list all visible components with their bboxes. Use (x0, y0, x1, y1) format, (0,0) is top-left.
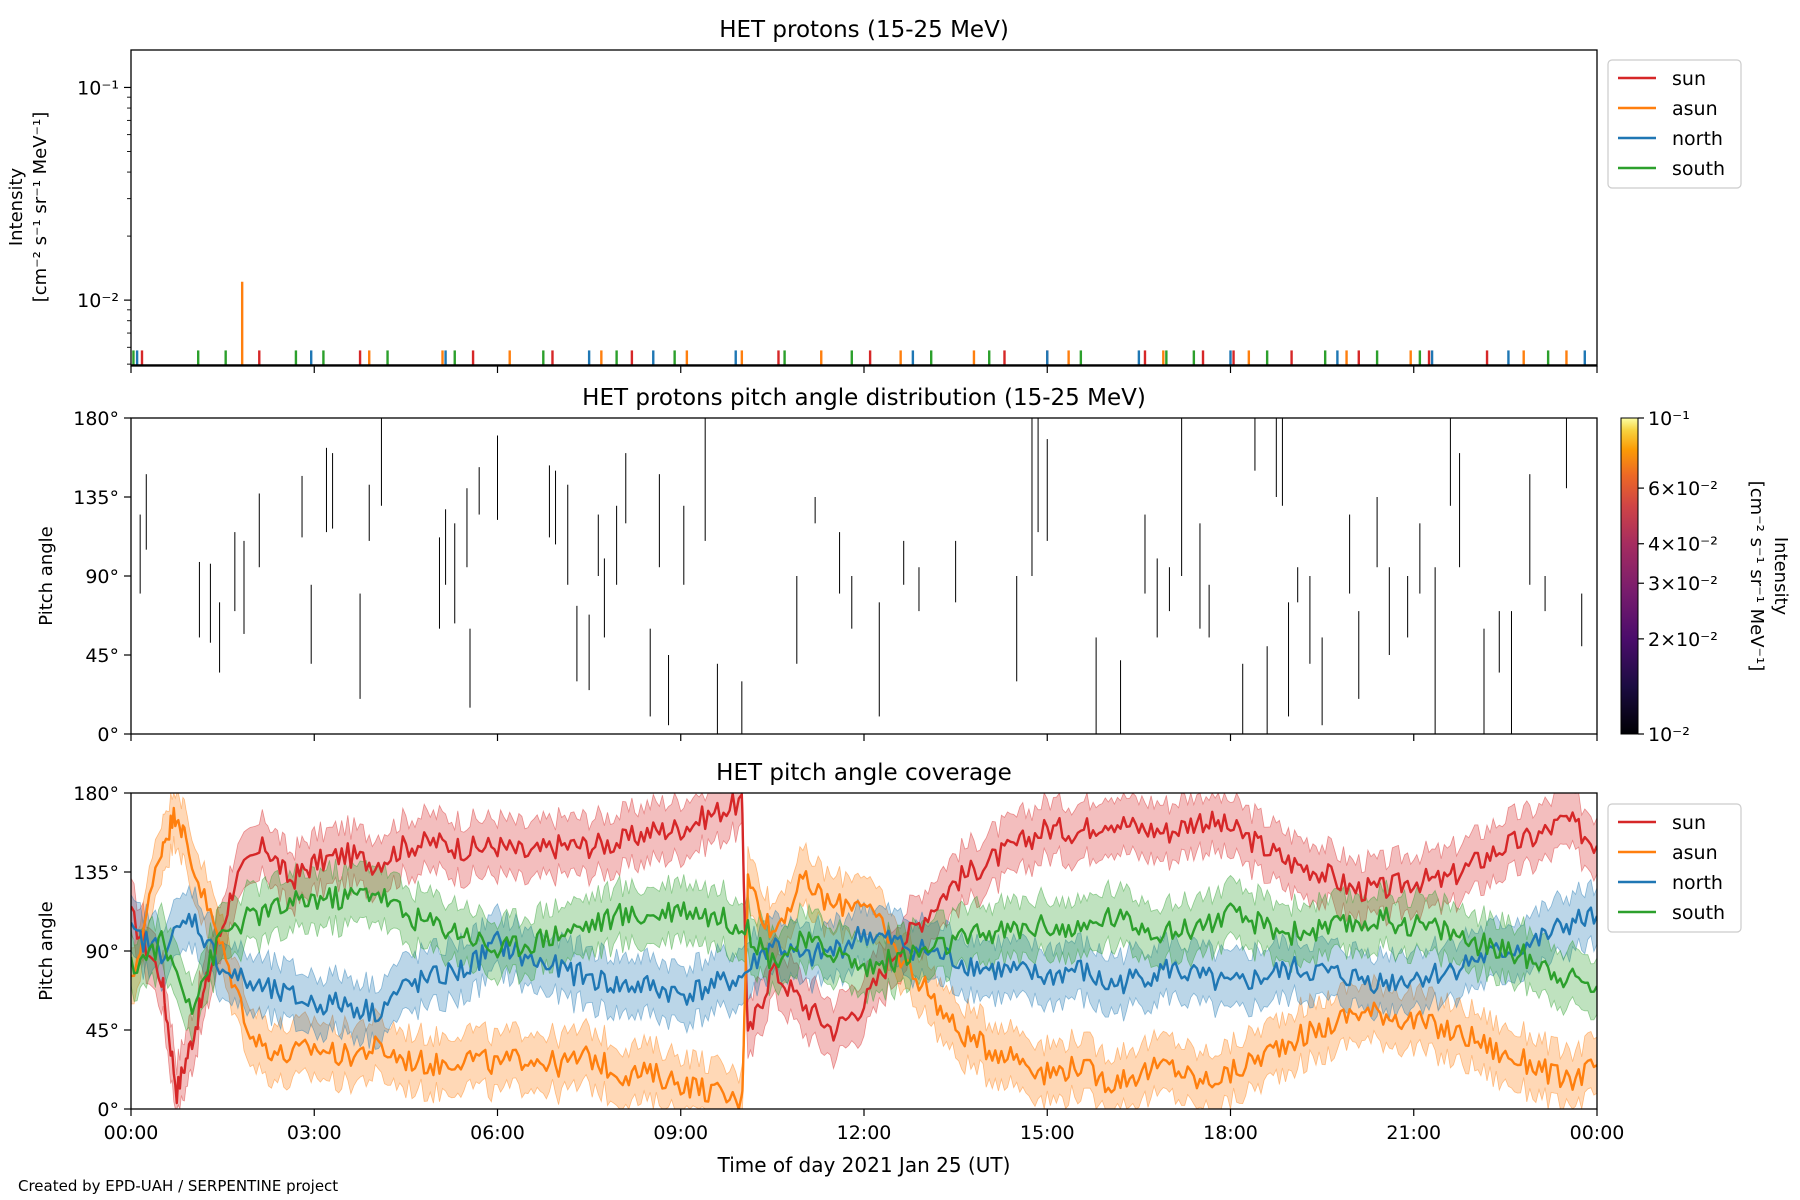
x-tick-label: 00:00 (1570, 1122, 1625, 1144)
colorbar-label: Intensity [cm⁻² s⁻¹ sr⁻¹ MeV⁻¹] (1746, 481, 1791, 672)
legend-bottom: sun asun north south (1607, 803, 1742, 933)
panel3-data (131, 793, 1597, 1109)
x-tick-label: 03:00 (287, 1122, 342, 1144)
footer-credit: Created by EPD-UAH / SERPENTINE project (18, 1177, 338, 1195)
legend-top-south-label: south (1672, 158, 1725, 180)
panel1-xticks (130, 366, 1598, 373)
x-tick-label: 18:00 (1203, 1122, 1258, 1144)
panel-intensity: HET protons (15-25 MeV) Intensity [cm⁻² … (6, 17, 1742, 373)
y-tick-label: 45° (85, 645, 119, 667)
colorbar-tick-label: 6×10⁻² (1648, 478, 1718, 500)
y-tick-label: 135° (73, 487, 119, 509)
asun-line (131, 806, 1597, 1109)
x-tick-label: 12:00 (837, 1122, 892, 1144)
legend-bottom-north-label: north (1672, 872, 1723, 894)
x-tick-label: 21:00 (1386, 1122, 1441, 1144)
panel2-frame (130, 417, 1598, 735)
panel1-title: HET protons (15-25 MeV) (719, 17, 1009, 43)
legend-bottom-south-label: south (1672, 902, 1725, 924)
x-tick-label: 00:00 (104, 1122, 159, 1144)
legend-top: sun asun north south (1607, 59, 1742, 189)
x-tick-label: 09:00 (653, 1122, 708, 1144)
panel3-title: HET pitch angle coverage (716, 760, 1012, 786)
colorbar (1620, 417, 1639, 735)
y-tick-label: 180° (73, 783, 119, 805)
y-tick-label: 135° (73, 862, 119, 884)
x-axis-label: Time of day 2021 Jan 25 (UT) (717, 1153, 1011, 1177)
y-tick-label: 10⁻¹ (77, 77, 119, 99)
y-tick-label: 10⁻² (77, 290, 119, 312)
legend-top-asun-label: asun (1672, 98, 1718, 120)
y-tick-label: 180° (73, 408, 119, 430)
colorbar-tick-label: 3×10⁻² (1648, 573, 1718, 595)
panel1-frame (130, 49, 1598, 367)
panel2-xticks (130, 734, 1598, 741)
legend-bottom-asun-label: asun (1672, 842, 1718, 864)
panel1-ylabel: Intensity [cm⁻² s⁻¹ sr⁻¹ MeV⁻¹] (6, 112, 51, 303)
panel3-ylabel: Pitch angle (36, 901, 57, 1000)
panel2-data (139, 418, 1583, 734)
panel3-xticks: 00:00 03:00 06:00 09:00 12:00 15:00 18:00 21:00… (104, 1109, 1625, 1144)
south-line (131, 885, 1597, 1015)
panel1-ylabel-line1: Intensity (6, 167, 27, 246)
panel-pitch-distribution: HET protons pitch angle distribution (15… (36, 385, 1791, 746)
y-tick-label: 0° (97, 724, 119, 746)
legend-top-north-label: north (1672, 128, 1723, 150)
panel2-ylabel: Pitch angle (36, 526, 57, 625)
panel1-ylabel-line2: [cm⁻² s⁻¹ sr⁻¹ MeV⁻¹] (30, 112, 51, 303)
y-tick-label: 45° (85, 1020, 119, 1042)
panel-pitch-coverage: HET pitch angle coverage Pitch angle 0° 4… (36, 760, 1742, 1144)
legend-top-sun-label: sun (1672, 68, 1706, 90)
colorbar-tick-label: 4×10⁻² (1648, 534, 1718, 556)
y-tick-label: 0° (97, 1099, 119, 1121)
panel2-yticks: 0° 45° 90° 135° 180° (73, 408, 131, 746)
panel2-title: HET protons pitch angle distribution (15… (582, 385, 1146, 411)
asun-band (131, 793, 1597, 1109)
north-line (131, 906, 1597, 1023)
colorbar-tick-label: 10⁻¹ (1648, 408, 1690, 430)
panel1-data (131, 281, 1597, 366)
y-tick-label: 90° (85, 941, 119, 963)
sun-band (131, 793, 1597, 1109)
panel1-yticks: 10⁻¹ 10⁻² (77, 77, 131, 365)
y-tick-label: 90° (85, 566, 119, 588)
colorbar-tick-label: 10⁻² (1648, 724, 1690, 746)
panel3-yticks: 0° 45° 90° 135° 180° (73, 783, 131, 1121)
x-tick-label: 15:00 (1020, 1122, 1075, 1144)
north-band (131, 878, 1597, 1050)
x-tick-label: 06:00 (470, 1122, 525, 1144)
sun-line (131, 793, 1597, 1105)
legend-bottom-sun-label: sun (1672, 812, 1706, 834)
colorbar-ticks: 10⁻¹ 6×10⁻² 4×10⁻² 3×10⁻² 2×10⁻² 10⁻² (1638, 408, 1718, 746)
colorbar-label-line1: Intensity (1770, 537, 1791, 616)
colorbar-tick-label: 2×10⁻² (1648, 629, 1718, 651)
colorbar-label-line2: [cm⁻² s⁻¹ sr⁻¹ MeV⁻¹] (1746, 481, 1767, 672)
